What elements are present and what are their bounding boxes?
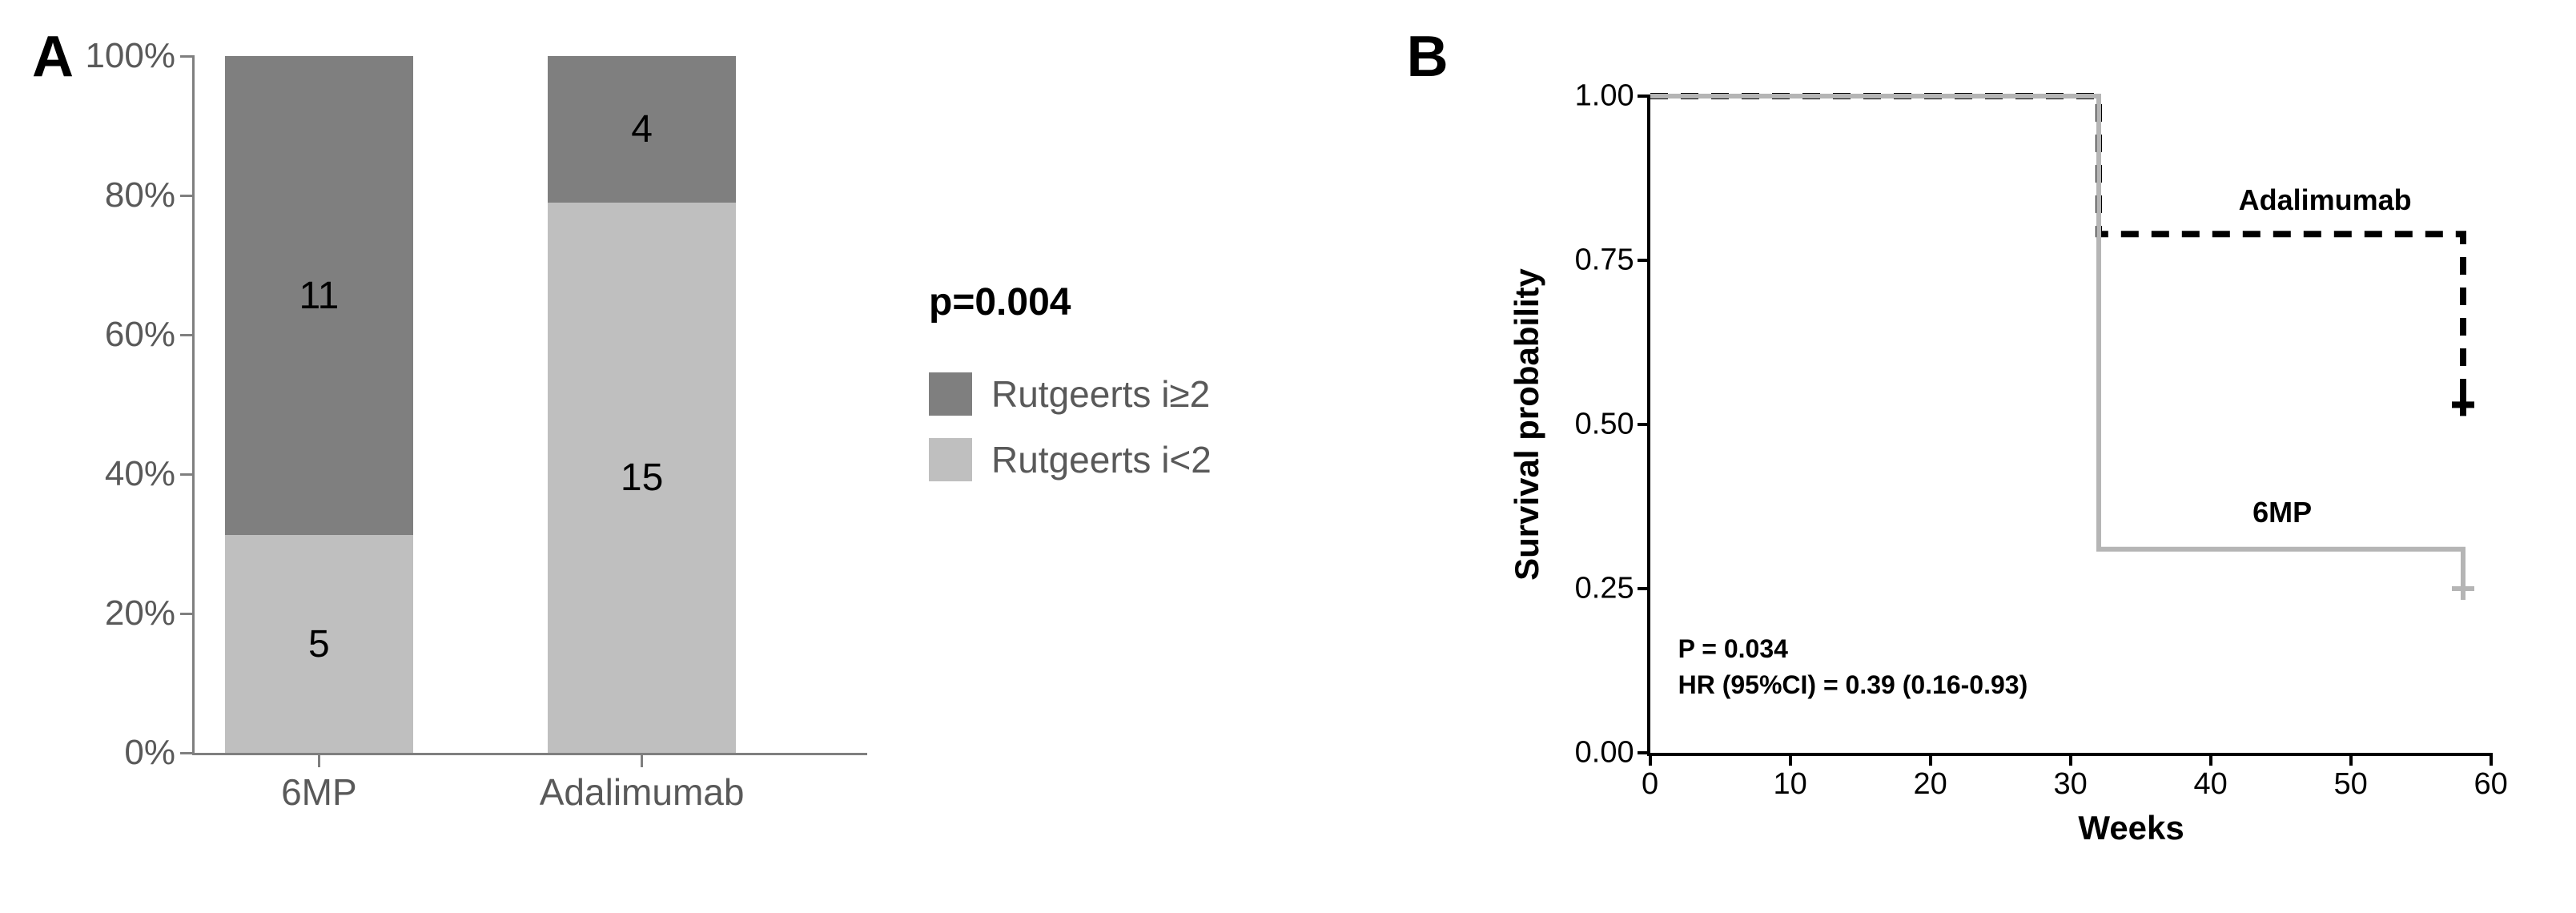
panel-a: A 0%20%40%60%80%100%5116MP154Adalimumab …: [32, 24, 1391, 889]
legend-label: Rutgeerts i≥2: [991, 372, 1210, 416]
panel-a-ytick: [180, 613, 195, 615]
panel-a-ytick: [180, 473, 195, 476]
panel-b-xticklabel: 10: [1773, 767, 1806, 802]
panel-b-ytick: [1638, 423, 1650, 426]
panel-b: B 0.00 0.25 0.50 0.75 1.00 0 10 20 30 40 50 60 Adali…: [1407, 24, 2544, 889]
panel-b-ytick: [1638, 259, 1650, 262]
panel-b-ylabel: Survival probability: [1508, 268, 1546, 581]
panel-b-xticklabel: 50: [2333, 767, 2367, 802]
panel-a-ytick: [180, 55, 195, 58]
panel-b-ytick: [1638, 95, 1650, 98]
panel-b-xticklabel: 40: [2193, 767, 2227, 802]
p-value: p=0.004: [929, 280, 1377, 324]
panel-b-xticklabel: 0: [1642, 767, 1658, 802]
panel-b-label: B: [1407, 24, 1449, 90]
panel-a-legend: p=0.004 Rutgeerts i≥2 Rutgeerts i<2: [929, 280, 1377, 504]
panel-a-plot: 0%20%40%60%80%100%5116MP154Adalimumab: [192, 56, 867, 755]
panel-b-xtick: [1649, 753, 1652, 766]
bar-segment: 4: [548, 56, 736, 203]
panel-b-xtick: [1929, 753, 1932, 766]
panel-a-label: A: [32, 24, 74, 90]
panel-b-wrap: 0.00 0.25 0.50 0.75 1.00 0 10 20 30 40 50 60 Adalimu…: [1455, 48, 2544, 881]
panel-b-yticklabel: 0.75: [1575, 243, 1634, 278]
panel-a-xtick: [318, 753, 320, 767]
panel-b-plot: 0.000.250.500.751.000102030405060Adalimu…: [1647, 96, 2491, 756]
panel-a-yticklabel: 60%: [105, 315, 175, 355]
panel-b-xtick: [2069, 753, 2072, 766]
panel-a-yticklabel: 20%: [105, 593, 175, 633]
panel-b-xlabel: Weeks: [2078, 809, 2184, 847]
km-series-label: 6MP: [2252, 496, 2312, 529]
bar-adalimumab: 154: [548, 56, 736, 753]
panel-a-ytick: [180, 195, 195, 197]
legend-label: Rutgeerts i<2: [991, 438, 1212, 481]
legend-swatch: [929, 438, 972, 481]
panel-b-xticklabel: 20: [1913, 767, 1947, 802]
panel-b-yticklabel: 0.50: [1575, 408, 1634, 442]
panel-a-ytick: [180, 752, 195, 754]
panel-b-xticklabel: 60: [2474, 767, 2507, 802]
km-censor-mark: [2452, 577, 2474, 600]
km-curve-adalimumab: [1650, 96, 2463, 404]
km-curve-6mp: [1650, 96, 2463, 589]
panel-a-xticklabel: 6MP: [281, 770, 357, 814]
panel-b-yticklabel: 0.25: [1575, 572, 1634, 606]
panel-a-xticklabel: Adalimumab: [540, 770, 745, 814]
km-stat-p: P = 0.034: [1678, 634, 1788, 664]
bar-segment: 15: [548, 203, 736, 753]
panel-a-xtick: [641, 753, 643, 767]
panel-b-xtick: [2349, 753, 2353, 766]
km-censor-mark: [2452, 393, 2474, 416]
panel-a-yticklabel: 0%: [124, 733, 175, 773]
panel-b-xtick: [1789, 753, 1792, 766]
km-stat-hr: HR (95%CI) = 0.39 (0.16-0.93): [1678, 670, 2028, 700]
panel-b-xtick: [2490, 753, 2493, 766]
panel-a-ytick: [180, 334, 195, 336]
panel-a-yticklabel: 100%: [85, 36, 175, 76]
panel-b-ytick: [1638, 587, 1650, 590]
panel-a-yticklabel: 40%: [105, 454, 175, 494]
bar-segment: 5: [225, 535, 413, 753]
panel-a-yticklabel: 80%: [105, 175, 175, 215]
panel-b-yticklabel: 0.00: [1575, 736, 1634, 770]
km-series-label: Adalimumab: [2239, 183, 2412, 217]
figure: A 0%20%40%60%80%100%5116MP154Adalimumab …: [0, 0, 2576, 913]
legend-item: Rutgeerts i<2: [929, 438, 1377, 481]
legend-item: Rutgeerts i≥2: [929, 372, 1377, 416]
panel-b-xticklabel: 30: [2053, 767, 2087, 802]
legend-swatch: [929, 372, 972, 416]
bar-segment: 11: [225, 56, 413, 535]
bar-6mp: 511: [225, 56, 413, 753]
panel-b-yticklabel: 1.00: [1575, 79, 1634, 114]
panel-b-xtick: [2209, 753, 2212, 766]
